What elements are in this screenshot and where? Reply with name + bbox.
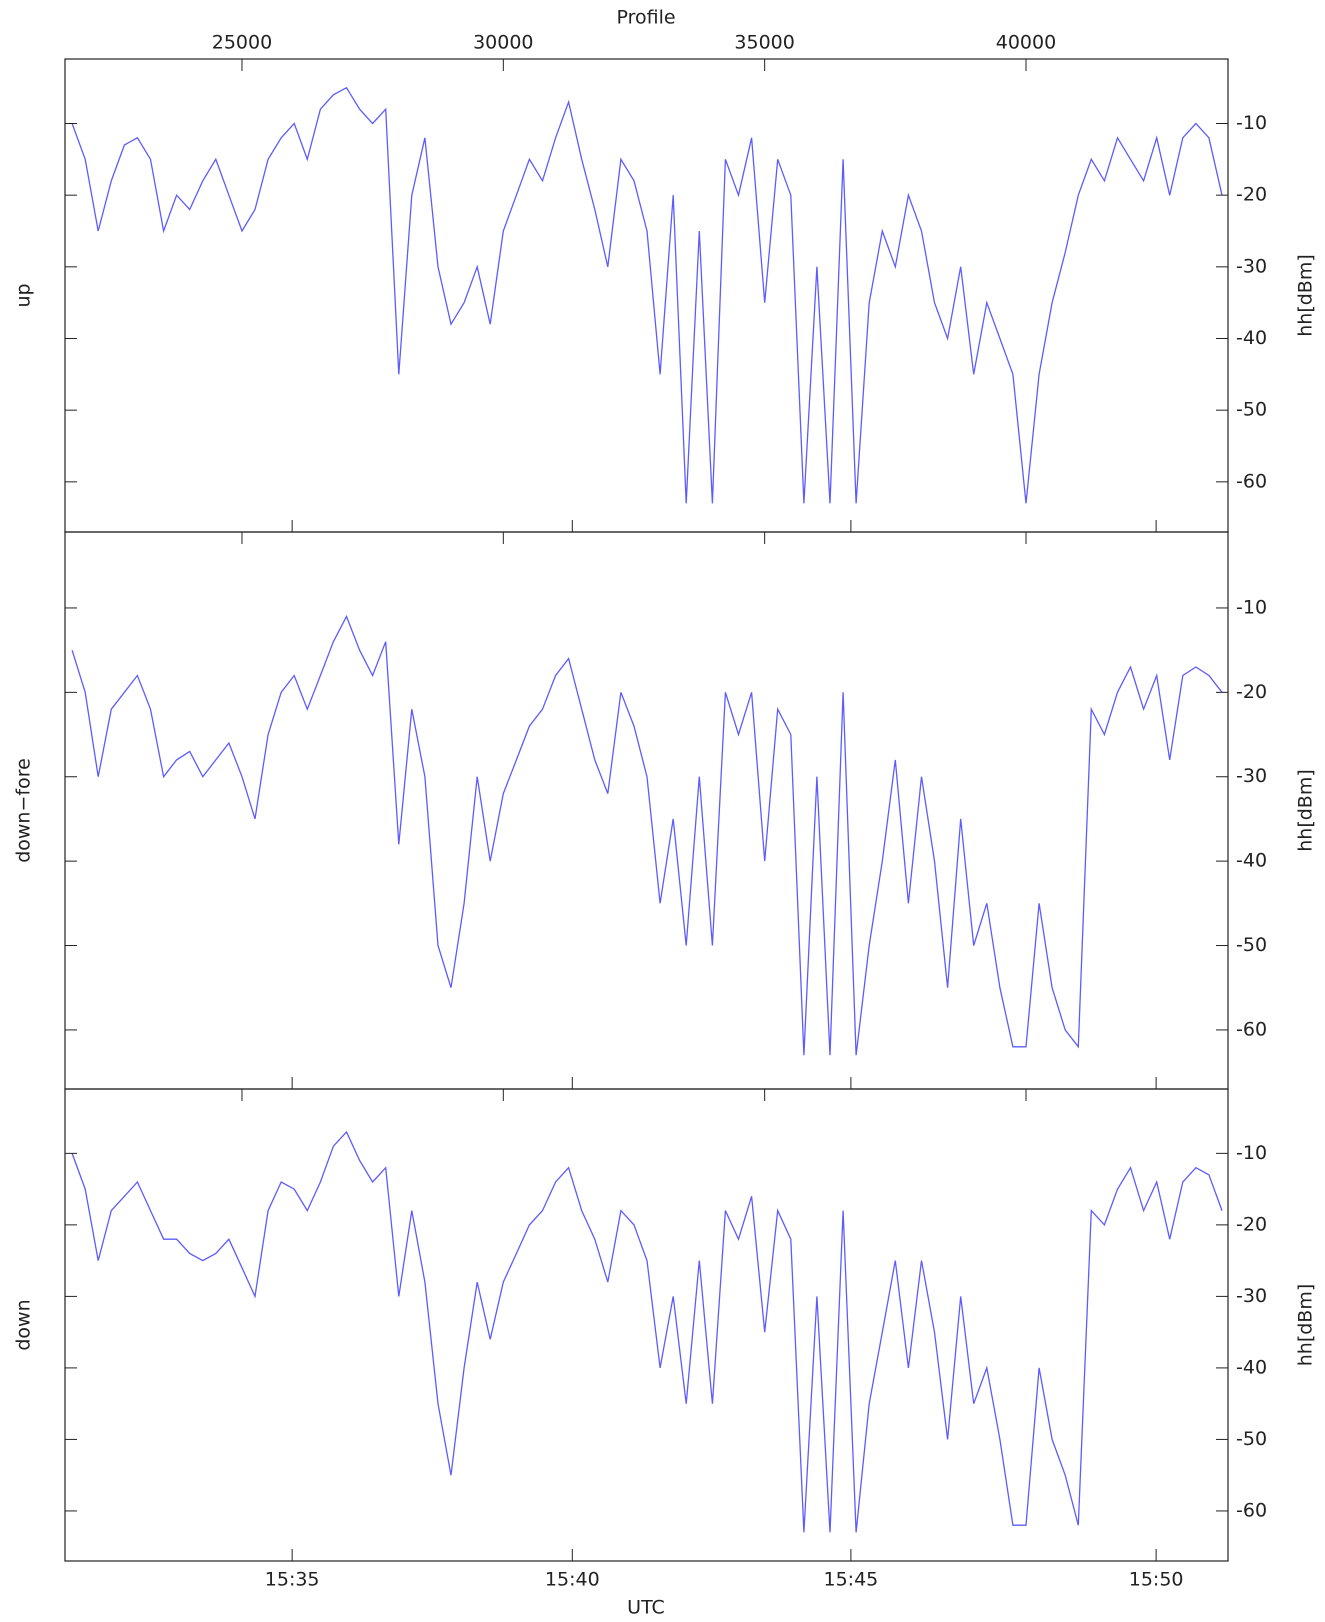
x-tick-top-label: 35000 bbox=[734, 32, 794, 54]
x-tick-label: 15:50 bbox=[1129, 1569, 1184, 1591]
panel-frame bbox=[64, 531, 1229, 1090]
x-tick-top-label: 40000 bbox=[996, 32, 1056, 54]
panel-label: down bbox=[13, 1299, 35, 1350]
y-tick-label: -20 bbox=[1236, 681, 1267, 703]
y-axis-label: hh[dBm] bbox=[1295, 254, 1317, 337]
data-line bbox=[71, 86, 1223, 504]
panel-label: down−fore bbox=[13, 758, 35, 863]
y-tick-label: -10 bbox=[1236, 596, 1267, 618]
y-tick-label: -30 bbox=[1236, 1285, 1267, 1307]
y-tick-label: -60 bbox=[1236, 470, 1267, 492]
panel-label: up bbox=[13, 283, 35, 307]
y-tick-label: -40 bbox=[1236, 327, 1267, 349]
y-tick-label: -50 bbox=[1236, 399, 1267, 421]
data-line bbox=[71, 614, 1223, 1056]
x-tick-label: 15:40 bbox=[545, 1569, 600, 1591]
panel-frame bbox=[64, 1088, 1229, 1562]
x-tick-label: 15:45 bbox=[824, 1569, 879, 1591]
y-tick-label: -20 bbox=[1236, 184, 1267, 206]
x-tick-top-label: 25000 bbox=[212, 32, 272, 54]
y-tick-label: -20 bbox=[1236, 1213, 1267, 1235]
y-tick-label: -30 bbox=[1236, 255, 1267, 277]
y-tick-label: -60 bbox=[1236, 1018, 1267, 1040]
y-tick-label: -30 bbox=[1236, 765, 1267, 787]
y-tick-label: -40 bbox=[1236, 1356, 1267, 1378]
y-axis-label: hh[dBm] bbox=[1295, 769, 1317, 852]
y-tick-label: -50 bbox=[1236, 1428, 1267, 1450]
y-axis-label: hh[dBm] bbox=[1295, 1284, 1317, 1367]
top-axis-label: Profile bbox=[616, 7, 675, 29]
y-tick-label: -60 bbox=[1236, 1499, 1267, 1521]
x-tick-top-label: 30000 bbox=[473, 32, 533, 54]
x-tick-label: 15:35 bbox=[265, 1569, 320, 1591]
y-tick-label: -10 bbox=[1236, 1142, 1267, 1164]
y-tick-label: -50 bbox=[1236, 934, 1267, 956]
y-tick-label: -40 bbox=[1236, 850, 1267, 872]
y-tick-label: -10 bbox=[1236, 112, 1267, 134]
data-line bbox=[71, 1130, 1223, 1533]
x-axis-label: UTC bbox=[627, 1597, 665, 1619]
